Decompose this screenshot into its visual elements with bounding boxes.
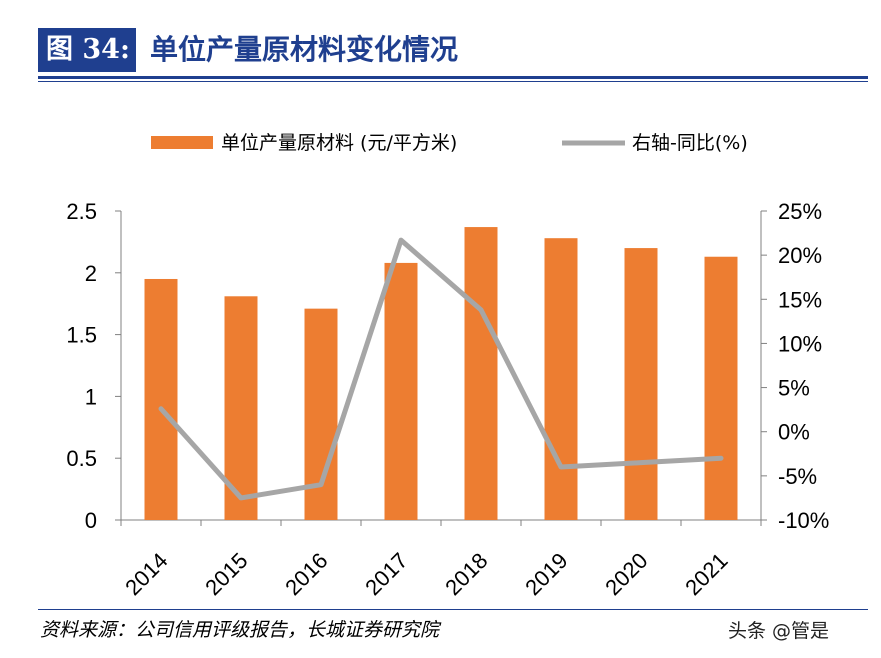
right-tick-label: -5% (778, 464, 817, 489)
right-tick-label: 5% (778, 376, 810, 401)
legend-line-label: 右轴-同比(%) (632, 132, 748, 154)
x-tick-label: 2017 (360, 548, 412, 600)
x-tick-label: 2018 (440, 548, 492, 600)
figure-title: 单位产量原材料变化情况 (150, 33, 459, 66)
legend-bar-label: 单位产量原材料 (元/平方米) (221, 132, 457, 154)
header-rule-thin (38, 81, 868, 82)
header-rule (38, 76, 868, 79)
left-tick-label: 0 (85, 508, 97, 533)
left-tick-label: 1.5 (66, 323, 97, 348)
left-tick-label: 0.5 (66, 446, 97, 471)
x-tick-label: 2016 (280, 548, 332, 600)
right-tick-label: 25% (778, 199, 822, 224)
source-note: 资料来源：公司信用评级报告，长城证券研究院 (40, 619, 440, 641)
watermark: 头条 @管是 (728, 620, 830, 642)
legend-bar-swatch (151, 136, 213, 149)
bar-2018 (464, 227, 498, 520)
left-tick-label: 2.5 (66, 199, 97, 224)
left-tick-label: 1 (85, 384, 97, 409)
right-tick-label: 10% (778, 331, 822, 356)
bar-2014 (144, 278, 178, 520)
bar-2017 (384, 262, 418, 520)
right-tick-label: 15% (778, 287, 822, 312)
x-tick-label: 2014 (120, 548, 172, 600)
x-tick-label: 2020 (600, 548, 652, 600)
right-tick-label: 0% (778, 420, 810, 445)
chart: 单位产量原材料 (元/平方米) 右轴-同比(%) 0 0.5 1 1.5 2 2.5 -10% -… (66, 132, 829, 600)
left-tick-label: 2 (85, 261, 97, 286)
figure-number: 图 34: (38, 28, 136, 72)
bar-2019 (544, 238, 578, 520)
footer-rule (38, 609, 868, 610)
right-tick-label: -10% (778, 508, 829, 533)
bar-2020 (624, 248, 658, 520)
yoy-line (158, 237, 724, 501)
x-tick-label: 2015 (200, 548, 252, 600)
bar-2021 (704, 256, 738, 520)
figure-header: 图 34: 单位产量原材料变化情况 (38, 28, 868, 78)
right-tick-label: 20% (778, 243, 822, 268)
x-tick-label: 2021 (680, 548, 732, 600)
x-tick-label: 2019 (520, 548, 572, 600)
